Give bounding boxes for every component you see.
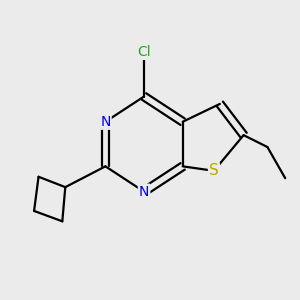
Text: N: N <box>100 115 111 129</box>
Text: Cl: Cl <box>137 45 151 59</box>
Text: S: S <box>209 163 219 178</box>
Text: N: N <box>139 184 149 199</box>
